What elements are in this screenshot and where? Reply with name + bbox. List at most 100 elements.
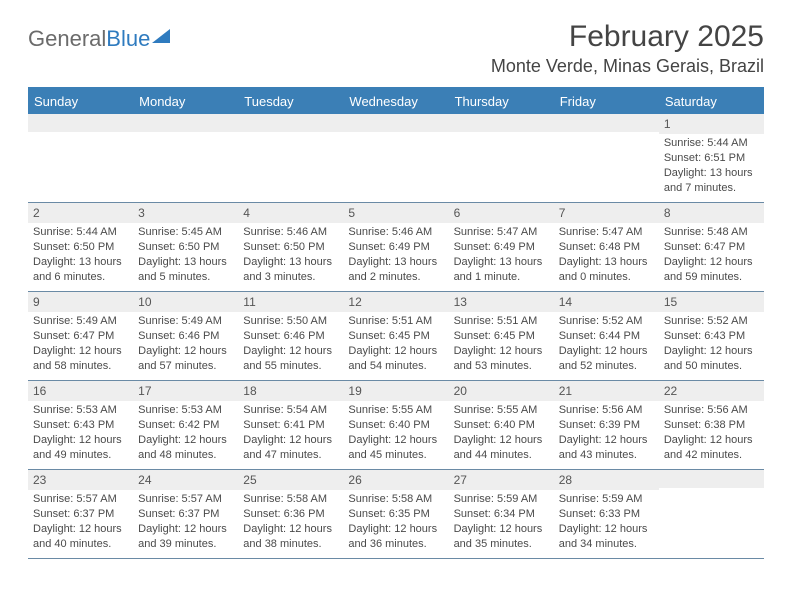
day-cell: 6Sunrise: 5:47 AMSunset: 6:49 PMDaylight… (449, 203, 554, 291)
daylight-line: Daylight: 13 hours and 3 minutes. (243, 255, 338, 285)
day-number: 14 (554, 292, 659, 312)
day-number (343, 114, 448, 132)
daylight-line: Daylight: 12 hours and 44 minutes. (454, 433, 549, 463)
sunrise-line: Sunrise: 5:56 AM (664, 403, 759, 418)
sunset-line: Sunset: 6:44 PM (559, 329, 654, 344)
day-info: Sunrise: 5:49 AMSunset: 6:46 PMDaylight:… (138, 314, 233, 373)
day-cell: 23Sunrise: 5:57 AMSunset: 6:37 PMDayligh… (28, 470, 133, 558)
sunset-line: Sunset: 6:48 PM (559, 240, 654, 255)
weekday-header-cell: Saturday (659, 89, 764, 114)
day-cell: 25Sunrise: 5:58 AMSunset: 6:36 PMDayligh… (238, 470, 343, 558)
day-number: 11 (238, 292, 343, 312)
day-number: 23 (28, 470, 133, 490)
page-title: February 2025 (491, 20, 764, 54)
sunset-line: Sunset: 6:40 PM (348, 418, 443, 433)
day-number: 20 (449, 381, 554, 401)
day-cell (554, 114, 659, 202)
sunset-line: Sunset: 6:43 PM (664, 329, 759, 344)
daylight-line: Daylight: 12 hours and 38 minutes. (243, 522, 338, 552)
day-number: 10 (133, 292, 238, 312)
sunset-line: Sunset: 6:49 PM (454, 240, 549, 255)
daylight-line: Daylight: 12 hours and 53 minutes. (454, 344, 549, 374)
day-info: Sunrise: 5:51 AMSunset: 6:45 PMDaylight:… (454, 314, 549, 373)
daylight-line: Daylight: 12 hours and 43 minutes. (559, 433, 654, 463)
day-number: 22 (659, 381, 764, 401)
sunset-line: Sunset: 6:50 PM (138, 240, 233, 255)
day-info: Sunrise: 5:49 AMSunset: 6:47 PMDaylight:… (33, 314, 128, 373)
day-number (659, 470, 764, 488)
daylight-line: Daylight: 12 hours and 40 minutes. (33, 522, 128, 552)
day-info: Sunrise: 5:46 AMSunset: 6:49 PMDaylight:… (348, 225, 443, 284)
day-number: 13 (449, 292, 554, 312)
day-cell: 2Sunrise: 5:44 AMSunset: 6:50 PMDaylight… (28, 203, 133, 291)
sunrise-line: Sunrise: 5:53 AM (33, 403, 128, 418)
sunrise-line: Sunrise: 5:54 AM (243, 403, 338, 418)
sunset-line: Sunset: 6:37 PM (33, 507, 128, 522)
week-row: 9Sunrise: 5:49 AMSunset: 6:47 PMDaylight… (28, 292, 764, 381)
sunrise-line: Sunrise: 5:47 AM (559, 225, 654, 240)
sunrise-line: Sunrise: 5:59 AM (559, 492, 654, 507)
sunrise-line: Sunrise: 5:58 AM (348, 492, 443, 507)
day-cell: 21Sunrise: 5:56 AMSunset: 6:39 PMDayligh… (554, 381, 659, 469)
sunrise-line: Sunrise: 5:55 AM (454, 403, 549, 418)
day-number: 12 (343, 292, 448, 312)
day-cell: 15Sunrise: 5:52 AMSunset: 6:43 PMDayligh… (659, 292, 764, 380)
header: GeneralBlue February 2025 Monte Verde, M… (28, 20, 764, 77)
day-number: 3 (133, 203, 238, 223)
day-number: 15 (659, 292, 764, 312)
sunrise-line: Sunrise: 5:56 AM (559, 403, 654, 418)
week-row: 2Sunrise: 5:44 AMSunset: 6:50 PMDaylight… (28, 203, 764, 292)
sunrise-line: Sunrise: 5:51 AM (348, 314, 443, 329)
sunset-line: Sunset: 6:47 PM (33, 329, 128, 344)
weekday-header-cell: Thursday (449, 89, 554, 114)
sunset-line: Sunset: 6:50 PM (243, 240, 338, 255)
day-number: 27 (449, 470, 554, 490)
day-cell: 14Sunrise: 5:52 AMSunset: 6:44 PMDayligh… (554, 292, 659, 380)
day-number: 4 (238, 203, 343, 223)
daylight-line: Daylight: 13 hours and 7 minutes. (664, 166, 759, 196)
sunrise-line: Sunrise: 5:52 AM (664, 314, 759, 329)
day-cell: 1Sunrise: 5:44 AMSunset: 6:51 PMDaylight… (659, 114, 764, 202)
sunset-line: Sunset: 6:46 PM (138, 329, 233, 344)
weekday-header-cell: Tuesday (238, 89, 343, 114)
day-info: Sunrise: 5:59 AMSunset: 6:34 PMDaylight:… (454, 492, 549, 551)
day-number (28, 114, 133, 132)
sunrise-line: Sunrise: 5:46 AM (348, 225, 443, 240)
day-info: Sunrise: 5:55 AMSunset: 6:40 PMDaylight:… (348, 403, 443, 462)
day-number: 5 (343, 203, 448, 223)
day-info: Sunrise: 5:58 AMSunset: 6:35 PMDaylight:… (348, 492, 443, 551)
logo: GeneralBlue (28, 20, 170, 52)
calendar-grid: SundayMondayTuesdayWednesdayThursdayFrid… (28, 87, 764, 559)
sunrise-line: Sunrise: 5:44 AM (664, 136, 759, 151)
sunrise-line: Sunrise: 5:51 AM (454, 314, 549, 329)
daylight-line: Daylight: 12 hours and 42 minutes. (664, 433, 759, 463)
sunrise-line: Sunrise: 5:47 AM (454, 225, 549, 240)
weekday-header-cell: Wednesday (343, 89, 448, 114)
day-info: Sunrise: 5:44 AMSunset: 6:50 PMDaylight:… (33, 225, 128, 284)
weekday-header-cell: Monday (133, 89, 238, 114)
day-info: Sunrise: 5:44 AMSunset: 6:51 PMDaylight:… (664, 136, 759, 195)
day-number: 2 (28, 203, 133, 223)
daylight-line: Daylight: 13 hours and 5 minutes. (138, 255, 233, 285)
day-number: 28 (554, 470, 659, 490)
daylight-line: Daylight: 13 hours and 6 minutes. (33, 255, 128, 285)
daylight-line: Daylight: 12 hours and 48 minutes. (138, 433, 233, 463)
sunset-line: Sunset: 6:45 PM (348, 329, 443, 344)
daylight-line: Daylight: 12 hours and 47 minutes. (243, 433, 338, 463)
day-info: Sunrise: 5:47 AMSunset: 6:48 PMDaylight:… (559, 225, 654, 284)
day-cell: 17Sunrise: 5:53 AMSunset: 6:42 PMDayligh… (133, 381, 238, 469)
daylight-line: Daylight: 12 hours and 36 minutes. (348, 522, 443, 552)
sunset-line: Sunset: 6:41 PM (243, 418, 338, 433)
daylight-line: Daylight: 12 hours and 34 minutes. (559, 522, 654, 552)
day-number: 16 (28, 381, 133, 401)
sunrise-line: Sunrise: 5:50 AM (243, 314, 338, 329)
daylight-line: Daylight: 12 hours and 39 minutes. (138, 522, 233, 552)
week-row: 16Sunrise: 5:53 AMSunset: 6:43 PMDayligh… (28, 381, 764, 470)
day-number: 24 (133, 470, 238, 490)
day-info: Sunrise: 5:48 AMSunset: 6:47 PMDaylight:… (664, 225, 759, 284)
day-cell: 9Sunrise: 5:49 AMSunset: 6:47 PMDaylight… (28, 292, 133, 380)
day-cell: 27Sunrise: 5:59 AMSunset: 6:34 PMDayligh… (449, 470, 554, 558)
day-info: Sunrise: 5:52 AMSunset: 6:43 PMDaylight:… (664, 314, 759, 373)
day-number: 18 (238, 381, 343, 401)
daylight-line: Daylight: 13 hours and 1 minute. (454, 255, 549, 285)
